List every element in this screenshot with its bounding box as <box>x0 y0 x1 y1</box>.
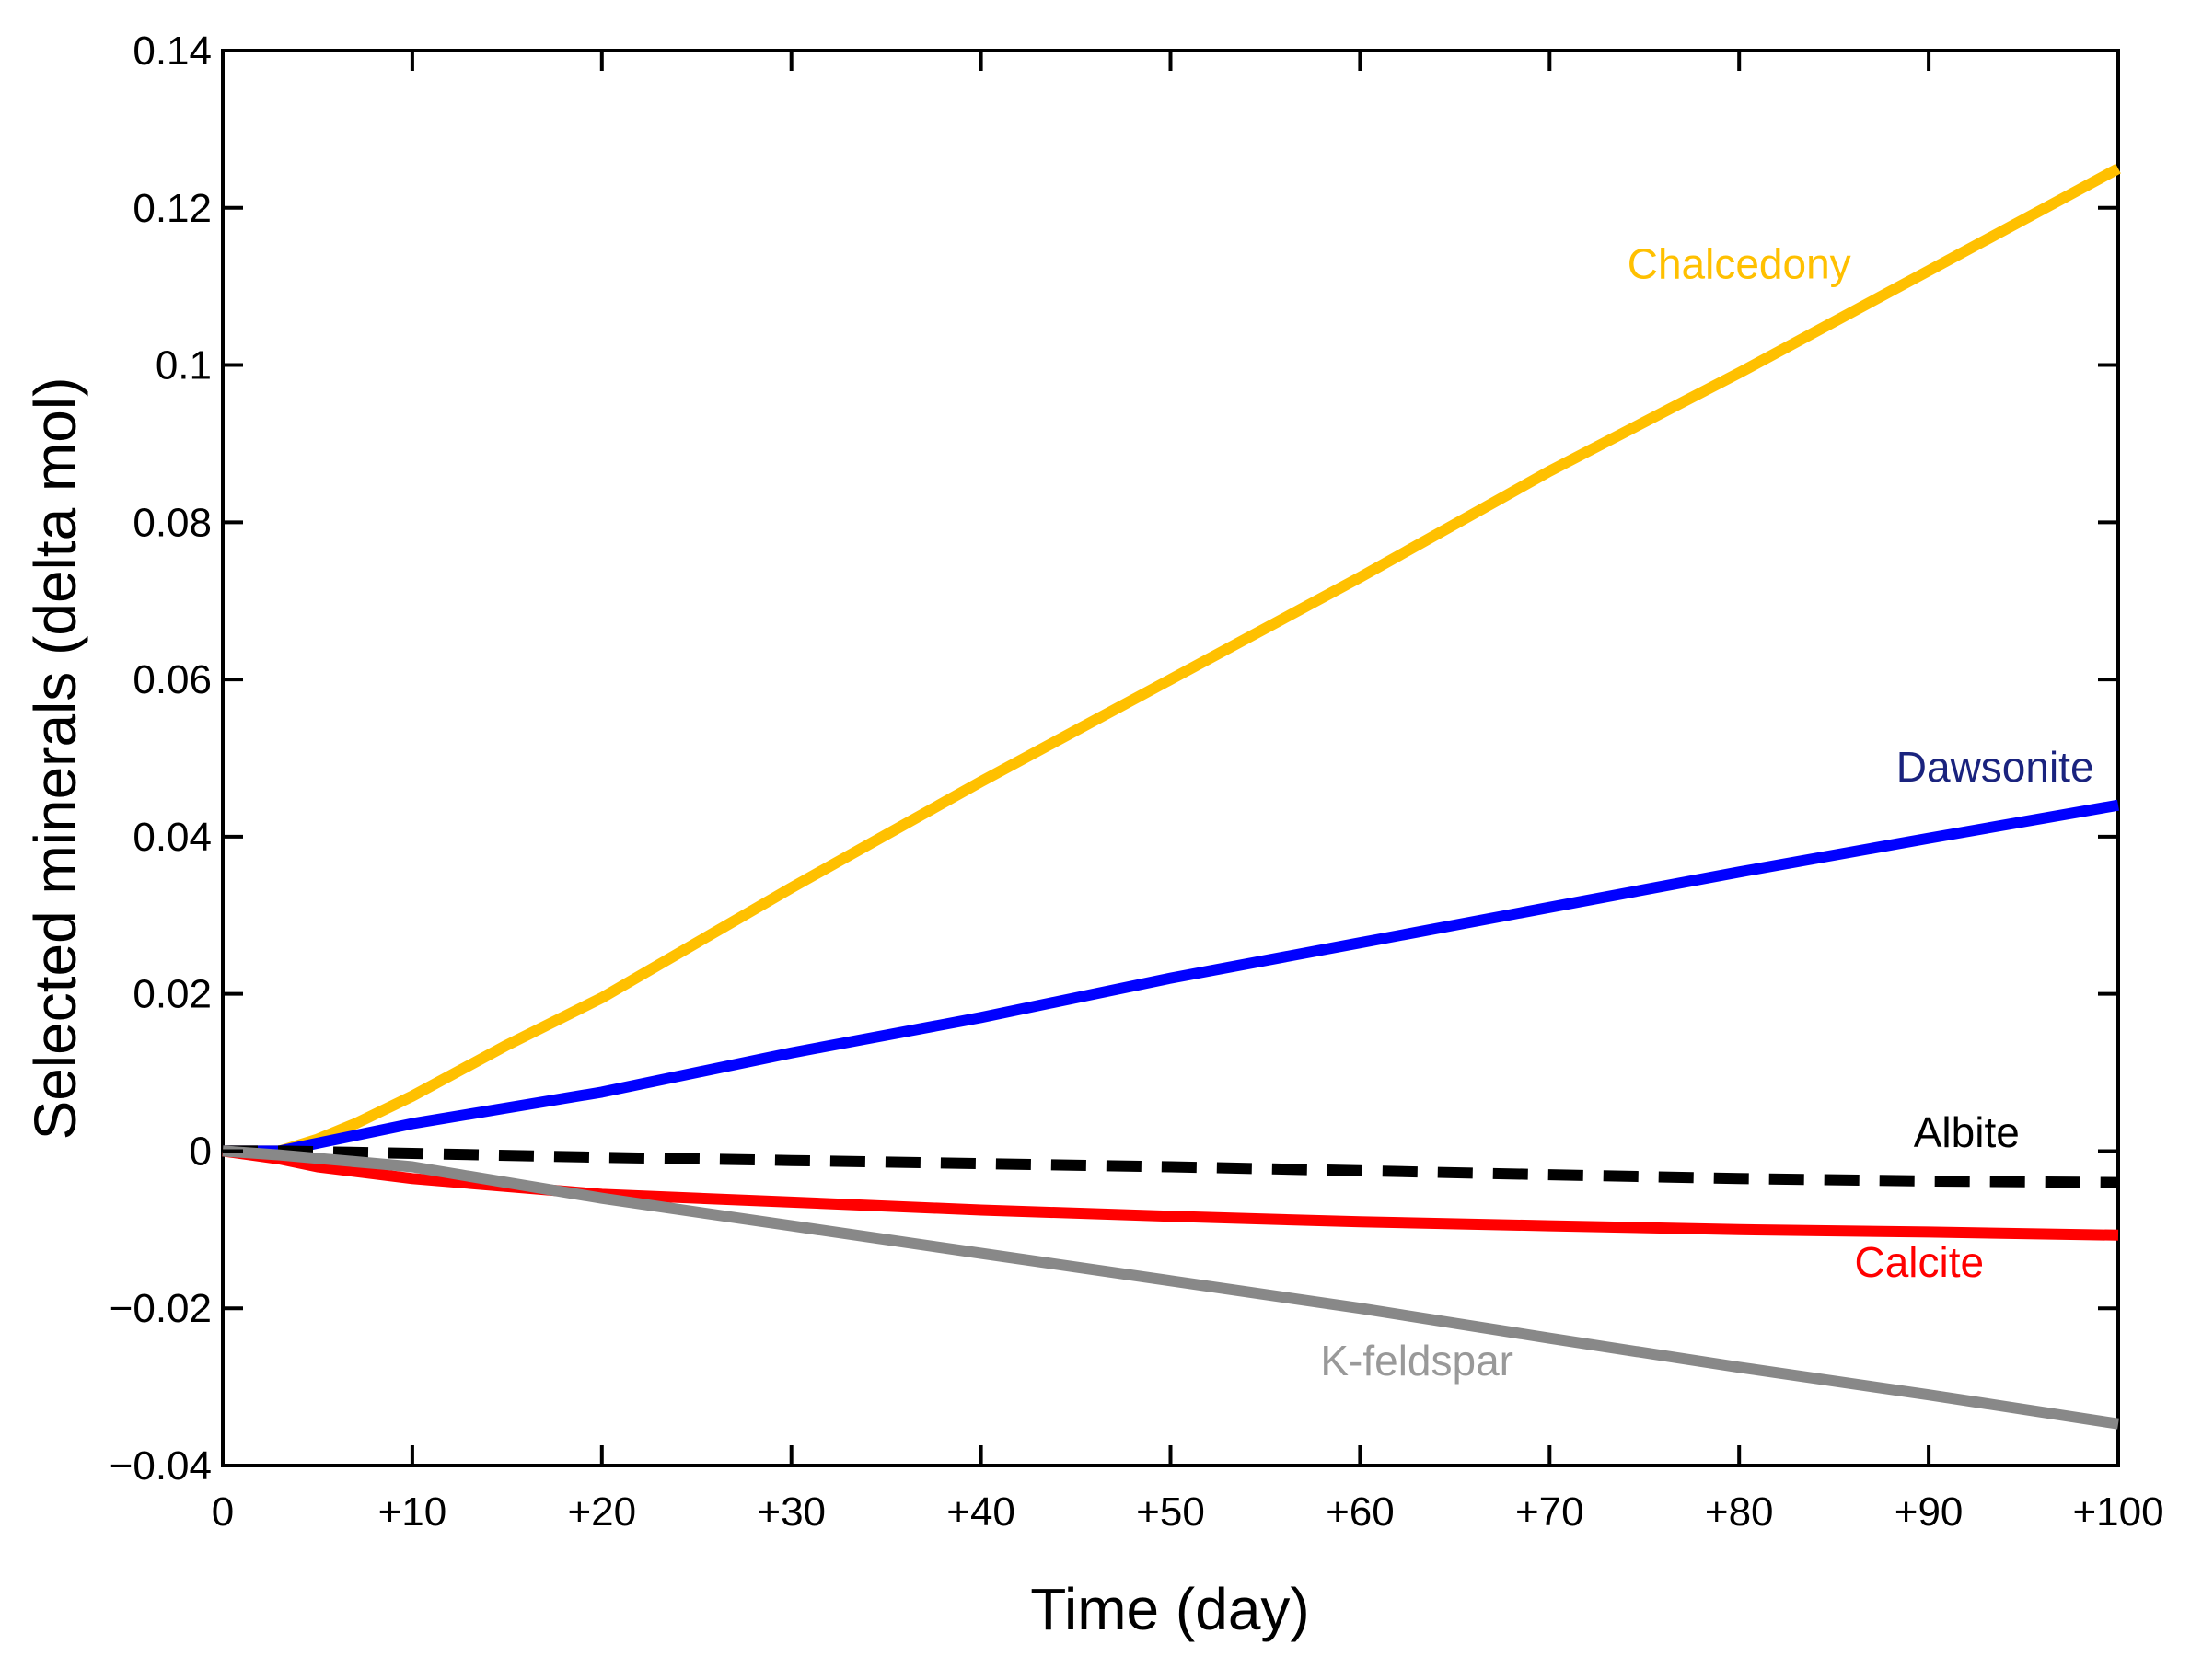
x-tick-label: +60 <box>1326 1489 1395 1535</box>
y-tick-label: −0.02 <box>110 1286 212 1331</box>
series-line-albite <box>223 1145 2119 1188</box>
series-label-dawsonite: Dawsonite <box>1896 743 2094 791</box>
plot-area: 0 +10 +20 +30 +40 +50 +60 +70 +80 +90 +100 −0.04 −0.… <box>110 29 2164 1535</box>
x-tick-label: +100 <box>2072 1489 2163 1535</box>
y-tick-label: 0.12 <box>133 186 212 231</box>
ticks-layer: 0 +10 +20 +30 +40 +50 +60 +70 +80 +90 +100 −0.04 −0.… <box>110 29 2164 1535</box>
x-tick-label: +80 <box>1705 1489 1774 1535</box>
series-line-calcite <box>222 1145 2119 1241</box>
series-layer <box>222 163 2121 1430</box>
series-label-albite: Albite <box>1914 1108 2020 1156</box>
y-tick-label: 0.1 <box>156 343 212 388</box>
x-tick-label: +40 <box>946 1489 1015 1535</box>
x-tick-label: +10 <box>378 1489 447 1535</box>
x-tick-label: +50 <box>1136 1489 1205 1535</box>
y-tick-label: 0.02 <box>133 972 212 1017</box>
x-axis-title: Time (day) <box>1030 1576 1309 1642</box>
x-tick-label: +20 <box>567 1489 636 1535</box>
x-tick-label: +70 <box>1515 1489 1584 1535</box>
x-tick-label: 0 <box>212 1489 234 1535</box>
y-tick-label: 0 <box>190 1129 212 1174</box>
y-tick-label: 0.14 <box>133 29 212 74</box>
series-line-k-feldspar <box>222 1145 2119 1430</box>
x-tick-label: +90 <box>1895 1489 1964 1535</box>
y-tick-label: −0.04 <box>110 1443 212 1489</box>
y-tick-label: 0.06 <box>133 657 212 702</box>
series-label-calcite: Calcite <box>1855 1238 1985 1286</box>
x-tick-label: +30 <box>757 1489 826 1535</box>
y-axis-title: Selected minerals (delta mol) <box>22 377 88 1141</box>
series-label-k-feldspar: K-feldspar <box>1320 1337 1513 1385</box>
annotation-layer: Chalcedony Dawsonite Albite Calcite K-feldsp… <box>1320 240 2093 1385</box>
series-label-chalcedony: Chalcedony <box>1628 240 1851 288</box>
y-tick-label: 0.08 <box>133 500 212 545</box>
y-tick-label: 0.04 <box>133 815 212 860</box>
